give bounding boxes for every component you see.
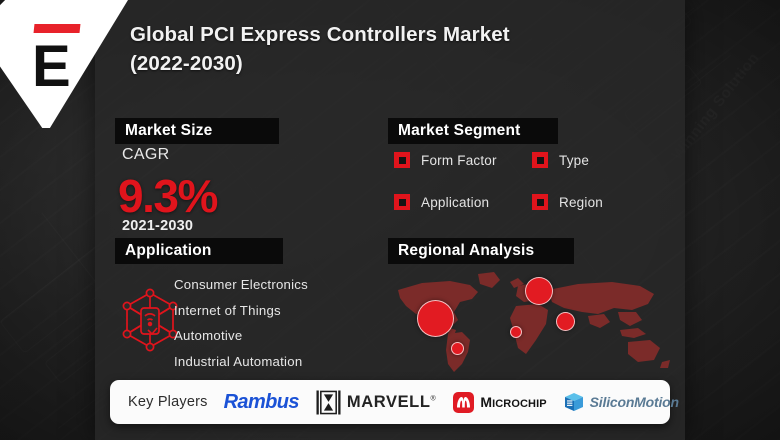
market-size-cagr-value: 9.3% [118, 170, 218, 222]
siliconmotion-cube-icon [564, 393, 583, 411]
world-map [392, 268, 672, 374]
rambus-logo[interactable]: Rambus [223, 390, 300, 414]
key-players-logo-list: Rambus MARVELL® MICROCHIP [223, 389, 679, 415]
logo-red-bar-icon [33, 24, 81, 33]
market-segment-heading: Market Segment [388, 118, 558, 144]
key-players-bar: Key Players Rambus MARVELL® [110, 380, 679, 424]
bullet-square-icon [532, 152, 548, 168]
map-bubble-africa [510, 326, 522, 338]
application-item: Automotive [174, 328, 243, 343]
map-bubble-north-america [417, 300, 454, 337]
application-item: Consumer Electronics [174, 277, 308, 292]
market-segment-item-type[interactable]: Type [532, 152, 644, 168]
marvell-logo[interactable]: MARVELL® [316, 389, 437, 415]
market-segment-list: Form Factor Type Application Region [394, 152, 644, 210]
microchip-wordmark: MICROCHIP [480, 394, 547, 410]
microchip-mark-icon [453, 391, 475, 413]
regional-analysis-heading: Regional Analysis [388, 238, 574, 264]
application-list: Consumer Electronics Internet of Things … [174, 272, 354, 374]
market-segment-item-label: Application [421, 194, 490, 210]
page-title-line2: (2022-2030) [130, 52, 243, 75]
siliconmotion-logo[interactable]: SiliconMotion [564, 392, 679, 412]
market-size-period: 2021-2030 [122, 218, 194, 234]
market-segment-item-form-factor[interactable]: Form Factor [394, 152, 532, 168]
marvell-wordmark: MARVELL® [346, 392, 437, 411]
logo-glyph-group: E [26, 24, 82, 96]
market-size-metric-label: CAGR [122, 146, 170, 163]
logo-letter: E [32, 34, 71, 99]
market-segment-item-region[interactable]: Region [532, 194, 644, 210]
key-players-label: Key Players [128, 394, 208, 410]
page-title: Global PCI Express Controllers Market (2… [130, 20, 550, 78]
page-title-line1: Global PCI Express Controllers Market [130, 23, 510, 46]
map-bubble-latin-america [451, 342, 464, 355]
rambus-wordmark: Rambus [223, 390, 300, 413]
panel-texture [95, 0, 685, 440]
application-item: Internet of Things [174, 302, 281, 318]
bullet-square-icon [394, 194, 410, 210]
map-bubble-europe [525, 277, 553, 305]
marvell-mark-icon [316, 389, 341, 415]
market-segment-item-label: Form Factor [421, 152, 497, 168]
market-segment-item-application[interactable]: Application [394, 194, 532, 210]
application-item: Industrial Automation [174, 353, 303, 369]
main-panel [95, 0, 685, 440]
bullet-square-icon [532, 194, 548, 210]
map-bubble-asia-pacific [556, 312, 575, 331]
iot-network-icon [122, 288, 178, 352]
market-size-heading: Market Size [115, 118, 279, 144]
microchip-logo[interactable]: MICROCHIP [453, 391, 547, 413]
marvell-trademark: ® [430, 395, 437, 402]
market-segment-item-label: Region [559, 194, 603, 210]
bullet-square-icon [394, 152, 410, 168]
application-heading: Application [115, 238, 283, 264]
siliconmotion-wordmark: SiliconMotion [589, 394, 679, 410]
market-segment-item-label: Type [559, 152, 590, 168]
